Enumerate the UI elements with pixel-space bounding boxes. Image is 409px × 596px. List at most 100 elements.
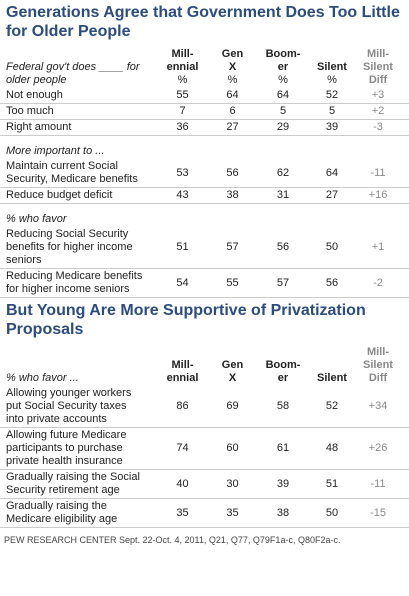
value-cell: 29 bbox=[276, 121, 290, 133]
row-label: Allowing younger workers put Social Secu… bbox=[6, 387, 132, 425]
value-cell: 55 bbox=[176, 89, 189, 101]
header-row: Federal gov't does ____ for older people… bbox=[0, 47, 409, 88]
value-cell: 52 bbox=[325, 89, 339, 101]
row-label: Reducing Social Security benefits for hi… bbox=[6, 228, 133, 266]
diff-header: Mill- Silent Diff bbox=[363, 48, 393, 86]
column-header: Gen X% bbox=[207, 48, 258, 87]
diff-cell: -15 bbox=[370, 506, 386, 519]
table-row: Allowing future Medicare participants to… bbox=[0, 428, 409, 470]
table-row: Gradually raising the Medicare eligibili… bbox=[0, 499, 409, 528]
value-cell: 31 bbox=[276, 189, 290, 201]
footer: PEW RESEARCH CENTER Sept. 22-Oct. 4, 201… bbox=[4, 535, 341, 545]
diff-cell: -3 bbox=[373, 121, 383, 133]
value-cell: 27 bbox=[325, 189, 339, 201]
column-header: Silent bbox=[308, 372, 356, 385]
table-row: Not enough 55 64 64 52 +3 bbox=[0, 88, 409, 104]
column-name: Boom- er bbox=[265, 48, 301, 73]
diff-cell: +3 bbox=[371, 89, 385, 101]
row-label: Allowing future Medicare participants to… bbox=[6, 429, 127, 467]
table-row: Reducing Medicare benefits for higher in… bbox=[0, 269, 409, 298]
diff-cell: +2 bbox=[371, 105, 385, 117]
column-header: Mill- ennial bbox=[158, 359, 207, 385]
table-row: % who favor bbox=[0, 212, 409, 227]
table-row: Right amount 36 27 29 39 -3 bbox=[0, 120, 409, 136]
stub-label: % who favor ... bbox=[6, 372, 79, 384]
value-cell: 7 bbox=[179, 105, 186, 117]
table-row: Reduce budget deficit 43 38 31 27 +16 bbox=[0, 188, 409, 204]
diff-cell: +26 bbox=[368, 442, 388, 454]
diff-cell: -11 bbox=[370, 477, 386, 490]
row-label: Too much bbox=[6, 105, 54, 117]
value-cell: 6 bbox=[229, 105, 236, 117]
diff-cell: +16 bbox=[368, 189, 388, 201]
value-cell: 61 bbox=[276, 442, 290, 454]
value-cell: 35 bbox=[226, 506, 239, 519]
column-name: Silent bbox=[317, 372, 347, 384]
table-row: More important to ... bbox=[0, 144, 409, 159]
column-name: Gen X bbox=[221, 359, 244, 384]
section: But Young Are More Supportive of Privati… bbox=[0, 301, 409, 528]
value-cell: 27 bbox=[226, 121, 239, 133]
column-unit: % bbox=[177, 74, 188, 86]
table-row: Gradually raising the Social Security re… bbox=[0, 470, 409, 499]
column-header: Gen X bbox=[207, 359, 258, 385]
value-cell: 48 bbox=[325, 442, 339, 454]
column-header: Mill- ennial% bbox=[158, 48, 207, 87]
value-cell: 35 bbox=[176, 506, 189, 519]
value-cell: 62 bbox=[276, 166, 290, 179]
value-cell: 64 bbox=[325, 166, 339, 179]
column-unit: % bbox=[278, 74, 288, 86]
section: Generations Agree that Government Does T… bbox=[0, 3, 409, 298]
row-label: Reduce budget deficit bbox=[6, 189, 113, 201]
value-cell: 36 bbox=[176, 121, 189, 133]
value-cell: 74 bbox=[176, 442, 189, 454]
value-cell: 5 bbox=[328, 105, 336, 117]
value-cell: 57 bbox=[226, 241, 239, 253]
value-cell: 39 bbox=[325, 121, 339, 133]
value-cell: 69 bbox=[226, 400, 239, 412]
diff-cell: -11 bbox=[370, 166, 386, 179]
value-cell: 43 bbox=[176, 189, 189, 201]
row-label: Reducing Medicare benefits for higher in… bbox=[6, 270, 143, 295]
column-name: Mill- ennial bbox=[166, 48, 199, 73]
row-label: More important to ... bbox=[6, 145, 105, 157]
row-label: Not enough bbox=[6, 89, 63, 101]
value-cell: 55 bbox=[226, 276, 239, 289]
value-cell: 38 bbox=[226, 189, 239, 201]
value-cell: 40 bbox=[176, 477, 189, 490]
value-cell: 52 bbox=[325, 400, 339, 412]
value-cell: 5 bbox=[279, 105, 287, 117]
diff-cell: +1 bbox=[371, 241, 385, 253]
table-row: Too much 7 6 5 5 +2 bbox=[0, 104, 409, 120]
column-header: Boom- er% bbox=[258, 48, 308, 87]
value-cell: 51 bbox=[176, 241, 189, 253]
table-row: Allowing younger workers put Social Secu… bbox=[0, 386, 409, 428]
value-cell: 56 bbox=[276, 241, 290, 253]
value-cell: 53 bbox=[176, 166, 189, 179]
value-cell: 50 bbox=[325, 506, 339, 519]
value-cell: 51 bbox=[325, 477, 339, 490]
diff-cell: +34 bbox=[368, 400, 388, 412]
column-name: Mill- ennial bbox=[166, 359, 199, 384]
header-row: % who favor ... Mill- ennial Gen X Boom- er… bbox=[0, 345, 409, 386]
value-cell: 58 bbox=[276, 400, 290, 412]
value-cell: 39 bbox=[276, 477, 290, 490]
column-name: Gen X bbox=[221, 48, 244, 73]
column-unit: % bbox=[227, 74, 238, 86]
value-cell: 54 bbox=[176, 276, 189, 289]
value-cell: 60 bbox=[226, 442, 239, 454]
value-cell: 30 bbox=[226, 477, 239, 490]
value-cell: 56 bbox=[226, 166, 239, 179]
column-unit: % bbox=[327, 74, 337, 86]
column-header: Boom- er bbox=[258, 359, 308, 385]
row-label: Gradually raising the Medicare eligibili… bbox=[6, 500, 118, 525]
diff-cell: -2 bbox=[373, 276, 383, 289]
row-label: Right amount bbox=[6, 121, 72, 133]
diff-header: Mill- Silent Diff bbox=[363, 346, 393, 384]
value-cell: 64 bbox=[226, 89, 239, 101]
value-cell: 86 bbox=[176, 400, 189, 412]
row-label: Maintain current Social Security, Medica… bbox=[6, 160, 138, 185]
value-cell: 64 bbox=[276, 89, 290, 101]
section-title: But Young Are More Supportive of Privati… bbox=[6, 302, 366, 338]
table-row: Reducing Social Security benefits for hi… bbox=[0, 227, 409, 269]
